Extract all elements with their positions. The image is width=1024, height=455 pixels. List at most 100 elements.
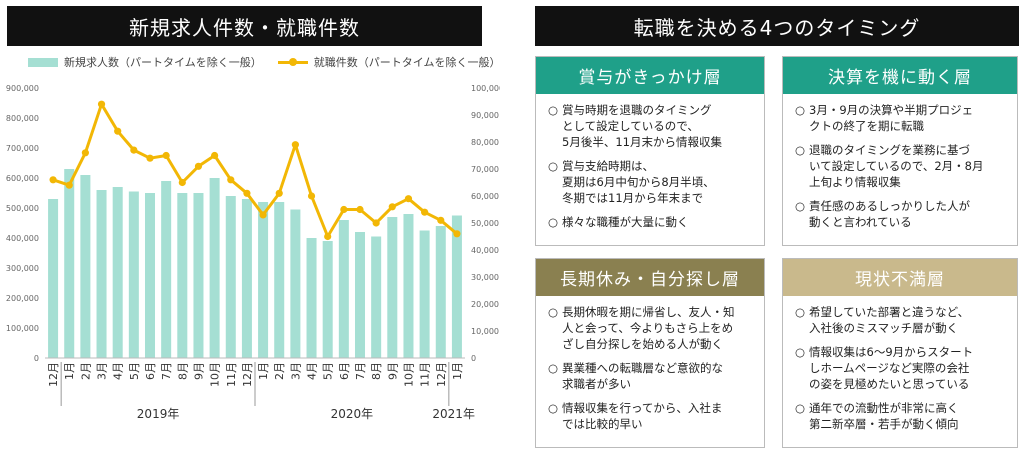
bar xyxy=(306,238,317,358)
right-tick-label: 50,000 xyxy=(471,219,499,228)
left-tick-label: 700,000 xyxy=(6,144,39,153)
left-tick-label: 800,000 xyxy=(6,114,39,123)
line-point xyxy=(421,208,429,216)
list-item: 情報収集は6～9月からスタート しホームページなど実際の会社 の姿を見極めたいと… xyxy=(795,344,1007,392)
x-tick-label: 7月 xyxy=(354,362,367,380)
bar xyxy=(161,181,172,358)
left-tick-label: 600,000 xyxy=(6,174,39,183)
line-point xyxy=(162,151,170,160)
x-tick-label: 12月 xyxy=(241,362,254,387)
left-tick-label: 100,000 xyxy=(6,324,39,333)
bar xyxy=(403,214,414,358)
x-tick-label: 4月 xyxy=(306,362,319,380)
bar xyxy=(354,232,366,358)
left-tick-label: 400,000 xyxy=(6,234,39,243)
line-point xyxy=(211,151,219,160)
x-tick-label: 1月 xyxy=(63,362,76,380)
line-point xyxy=(259,211,267,219)
left-tick-label: 900,000 xyxy=(6,84,39,93)
legend-bar-swatch xyxy=(28,57,58,67)
box-header: 賞与がきっかけ層 xyxy=(536,57,764,94)
line-point xyxy=(81,149,89,157)
bar xyxy=(64,169,75,358)
bar xyxy=(241,199,252,358)
line-point xyxy=(437,216,445,224)
year-label: 2021年 xyxy=(432,407,475,421)
list-item: 希望していた部署と違うなど、 入社後のミスマッチ層が動く xyxy=(795,304,1007,336)
year-label: 2019年 xyxy=(137,407,180,421)
bar xyxy=(435,226,446,358)
bar xyxy=(419,230,430,358)
bar xyxy=(290,209,301,358)
right-tick-label: 20,000 xyxy=(471,300,499,309)
line-point xyxy=(130,146,138,154)
bar xyxy=(225,196,236,358)
line-point xyxy=(146,154,154,162)
box-dissatisfied: 現状不満層 希望していた部署と違うなど、 入社後のミスマッチ層が動く 情報収集は… xyxy=(782,258,1018,448)
right-tick-label: 90,000 xyxy=(471,111,499,120)
box-header: 現状不満層 xyxy=(783,259,1017,296)
x-tick-label: 6月 xyxy=(144,362,157,380)
x-tick-label: 11月 xyxy=(225,362,238,387)
line-point xyxy=(404,195,413,203)
right-tick-label: 100,000 xyxy=(471,84,500,93)
bar xyxy=(274,202,285,358)
list-item: 賞与支給時期は、 夏期は6月中旬から8月半頃、 冬期では11月から年末まで xyxy=(548,158,754,206)
x-tick-label: 9月 xyxy=(386,362,399,380)
right-tick-label: 70,000 xyxy=(471,165,499,174)
x-tick-label: 12月 xyxy=(435,362,448,387)
bar xyxy=(451,215,462,358)
series-line xyxy=(52,102,458,238)
x-tick-label: 3月 xyxy=(96,362,109,380)
left-tick-label: 500,000 xyxy=(6,204,39,213)
legend-line-swatch xyxy=(277,57,308,66)
box-header: 長期休み・自分探し層 xyxy=(536,259,764,296)
box-bonus-trigger: 賞与がきっかけ層 賞与時期を退職のタイミング として設定しているので、 5月後半… xyxy=(535,56,765,246)
list-item: 賞与時期を退職のタイミング として設定しているので、 5月後半、11月末から情報… xyxy=(548,102,754,150)
line-point xyxy=(453,230,461,238)
right-tick-label: 40,000 xyxy=(471,246,499,255)
line-point xyxy=(114,127,122,135)
line-point xyxy=(227,176,235,184)
line-point xyxy=(65,181,73,189)
x-tick-label: 6月 xyxy=(338,362,351,380)
year-label: 2020年 xyxy=(331,407,374,421)
line-point xyxy=(324,232,332,241)
bar xyxy=(112,187,123,358)
combo-chart: 0 100,000 200,000 300,000 400,000 500,000 600,… xyxy=(6,84,500,421)
right-tick-label: 80,000 xyxy=(471,138,499,147)
bar xyxy=(144,193,156,358)
box-header: 決算を機に動く層 xyxy=(783,57,1017,94)
box-list: 長期休暇を期に帰省し、友人・知 人と会って、今よりもさら上をめ ざし自分探しを始… xyxy=(536,296,764,432)
bar xyxy=(177,193,188,358)
x-tick-label: 4月 xyxy=(112,362,125,380)
left-tick-label: 300,000 xyxy=(6,264,39,273)
list-item: 3月・9月の決算や半期プロジェ クトの終了を期に転職 xyxy=(795,102,1007,134)
list-item: 情報収集を行ってから、入社ま では比較的早い xyxy=(548,400,754,432)
x-tick-label: 3月 xyxy=(289,362,302,380)
x-tick-label: 7月 xyxy=(160,362,173,380)
list-item: 責任感のあるしっかりした人が 動くと言われている xyxy=(795,198,1007,230)
bar xyxy=(387,217,398,358)
legend-bar-label: 新規求人数（パートタイムを除く一般） xyxy=(64,56,262,69)
line-point xyxy=(307,192,316,200)
box-list: 賞与時期を退職のタイミング として設定しているので、 5月後半、11月末から情報… xyxy=(536,94,764,230)
left-tick-label: 0 xyxy=(34,354,39,363)
right-tick-label: 0 xyxy=(471,354,476,363)
x-tick-label: 8月 xyxy=(176,362,189,380)
box-list: 3月・9月の決算や半期プロジェ クトの終了を期に転職 退職のタイミングを業務に基… xyxy=(783,94,1017,230)
list-item: 通年での流動性が非常に高く 第二新卒層・若手が動く傾向 xyxy=(795,400,1007,432)
x-tick-label: 1月 xyxy=(257,362,270,380)
timing-title: 転職を決める4つのタイミング xyxy=(535,6,1019,46)
right-tick-label: 30,000 xyxy=(471,273,499,282)
bar xyxy=(193,193,204,358)
list-item: 様々な職種が大量に動く xyxy=(548,214,754,230)
bar xyxy=(96,190,107,358)
line-point xyxy=(356,205,364,214)
x-tick-label: 1月 xyxy=(451,362,464,380)
bar xyxy=(371,236,382,358)
line-point xyxy=(49,176,57,184)
right-tick-label: 10,000 xyxy=(471,327,499,336)
bar xyxy=(209,178,220,358)
bar xyxy=(338,220,349,358)
